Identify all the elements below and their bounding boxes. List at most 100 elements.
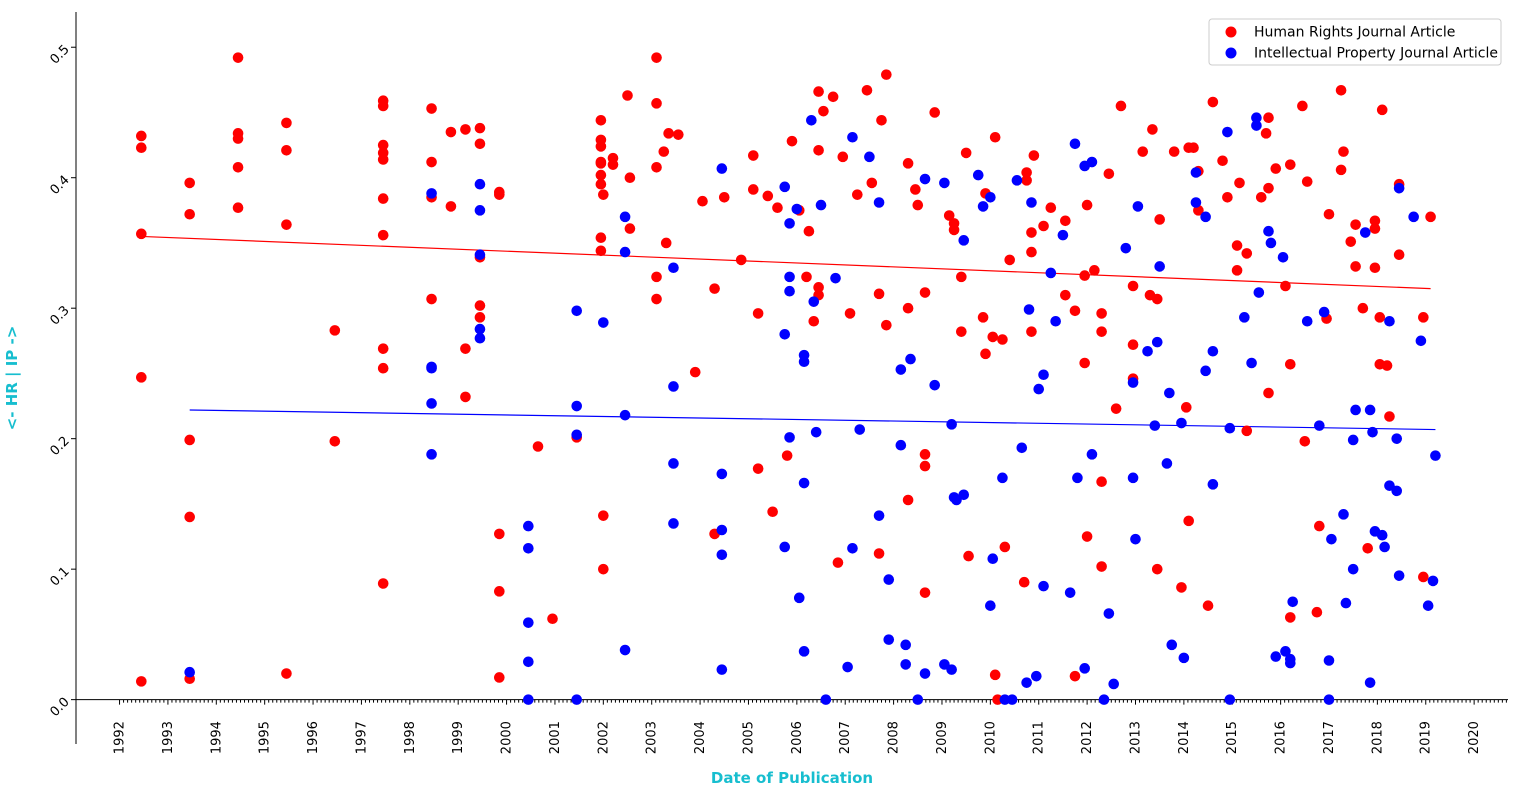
- data-point: [861, 84, 873, 96]
- data-point: [1222, 126, 1233, 138]
- data-point: [808, 296, 820, 307]
- data-point: [532, 441, 544, 452]
- data-point: [813, 282, 824, 293]
- data-point: [873, 510, 885, 521]
- data-point: [619, 211, 631, 223]
- x-tick-label: 2011: [1032, 721, 1047, 754]
- data-point: [919, 287, 931, 298]
- data-point: [136, 130, 147, 142]
- data-point: [1069, 670, 1081, 682]
- x-tick-label: 2006: [790, 721, 805, 754]
- x-tick-label: 2002: [596, 721, 611, 754]
- data-point: [1239, 312, 1250, 323]
- data-point: [1222, 191, 1233, 203]
- data-point: [1246, 357, 1257, 369]
- data-point: [1164, 387, 1175, 399]
- data-point: [808, 315, 820, 327]
- data-point: [598, 189, 609, 200]
- x-tick-label: 1992: [113, 721, 128, 754]
- legend-label-intellectual-property: Intellectual Property Journal Article: [1254, 46, 1498, 62]
- data-point: [1347, 563, 1359, 575]
- data-point: [1384, 315, 1395, 327]
- data-point: [1110, 403, 1122, 414]
- data-point: [798, 477, 810, 489]
- data-point: [1265, 237, 1277, 249]
- data-point: [1364, 677, 1376, 688]
- data-point: [663, 128, 674, 139]
- data-point: [779, 328, 791, 340]
- data-point: [980, 348, 991, 360]
- data-point: [827, 91, 839, 103]
- data-point: [992, 694, 1003, 705]
- data-point: [1345, 236, 1357, 247]
- data-point: [820, 694, 832, 705]
- data-point: [1425, 211, 1436, 223]
- data-point: [598, 563, 609, 575]
- data-point: [474, 300, 486, 311]
- data-point: [595, 169, 607, 181]
- data-point: [595, 178, 607, 190]
- data-point: [136, 142, 147, 154]
- data-point: [523, 542, 534, 554]
- data-point: [958, 489, 970, 501]
- data-point: [1127, 280, 1139, 292]
- x-tick-label: 1999: [451, 721, 466, 754]
- data-point: [784, 432, 795, 443]
- data-point: [786, 135, 798, 147]
- data-point: [523, 656, 534, 668]
- data-point: [474, 312, 486, 323]
- data-point: [619, 409, 631, 421]
- data-point: [866, 177, 878, 189]
- data-point: [658, 146, 670, 157]
- data-point: [1251, 112, 1262, 123]
- data-point: [136, 676, 147, 687]
- data-point: [1393, 570, 1405, 581]
- data-point: [1103, 168, 1115, 180]
- legend-marker-intellectual-property: [1225, 47, 1237, 59]
- data-point: [791, 203, 803, 215]
- data-point: [1251, 120, 1262, 131]
- data-point: [1050, 315, 1061, 327]
- data-point: [426, 293, 437, 305]
- data-point: [1379, 541, 1390, 553]
- x-tick-label: 2020: [1467, 721, 1482, 754]
- x-tick-label: 2015: [1225, 721, 1240, 754]
- data-point: [779, 541, 791, 553]
- data-point: [474, 122, 486, 134]
- data-point: [1323, 694, 1335, 705]
- data-point: [902, 158, 914, 169]
- data-point: [1253, 287, 1265, 298]
- data-point: [900, 639, 911, 651]
- data-point: [1364, 404, 1376, 416]
- data-point: [474, 323, 486, 335]
- data-point: [281, 145, 292, 156]
- data-point: [1255, 191, 1267, 203]
- data-point: [1023, 304, 1035, 315]
- data-point: [1115, 100, 1127, 112]
- data-point: [651, 161, 662, 173]
- data-point: [1270, 163, 1282, 174]
- data-point: [1031, 670, 1042, 682]
- data-point: [622, 90, 633, 101]
- data-point: [1086, 449, 1098, 460]
- y-tick-label: 0.2: [47, 434, 72, 459]
- data-point: [1231, 265, 1243, 276]
- data-point: [798, 646, 810, 657]
- data-point: [902, 302, 914, 314]
- data-point: [1188, 142, 1199, 154]
- data-point: [1057, 229, 1069, 241]
- data-point: [232, 202, 244, 214]
- data-point: [735, 254, 747, 266]
- x-tick-label: 2013: [1128, 721, 1143, 754]
- data-point: [1038, 580, 1049, 592]
- data-point: [972, 169, 984, 181]
- data-point: [1359, 227, 1371, 238]
- data-point: [948, 224, 960, 236]
- data-point: [136, 372, 147, 383]
- x-tick-label: 2000: [500, 721, 515, 754]
- data-point: [806, 114, 817, 126]
- data-point: [813, 145, 824, 156]
- data-point: [784, 285, 795, 297]
- data-point: [426, 103, 437, 114]
